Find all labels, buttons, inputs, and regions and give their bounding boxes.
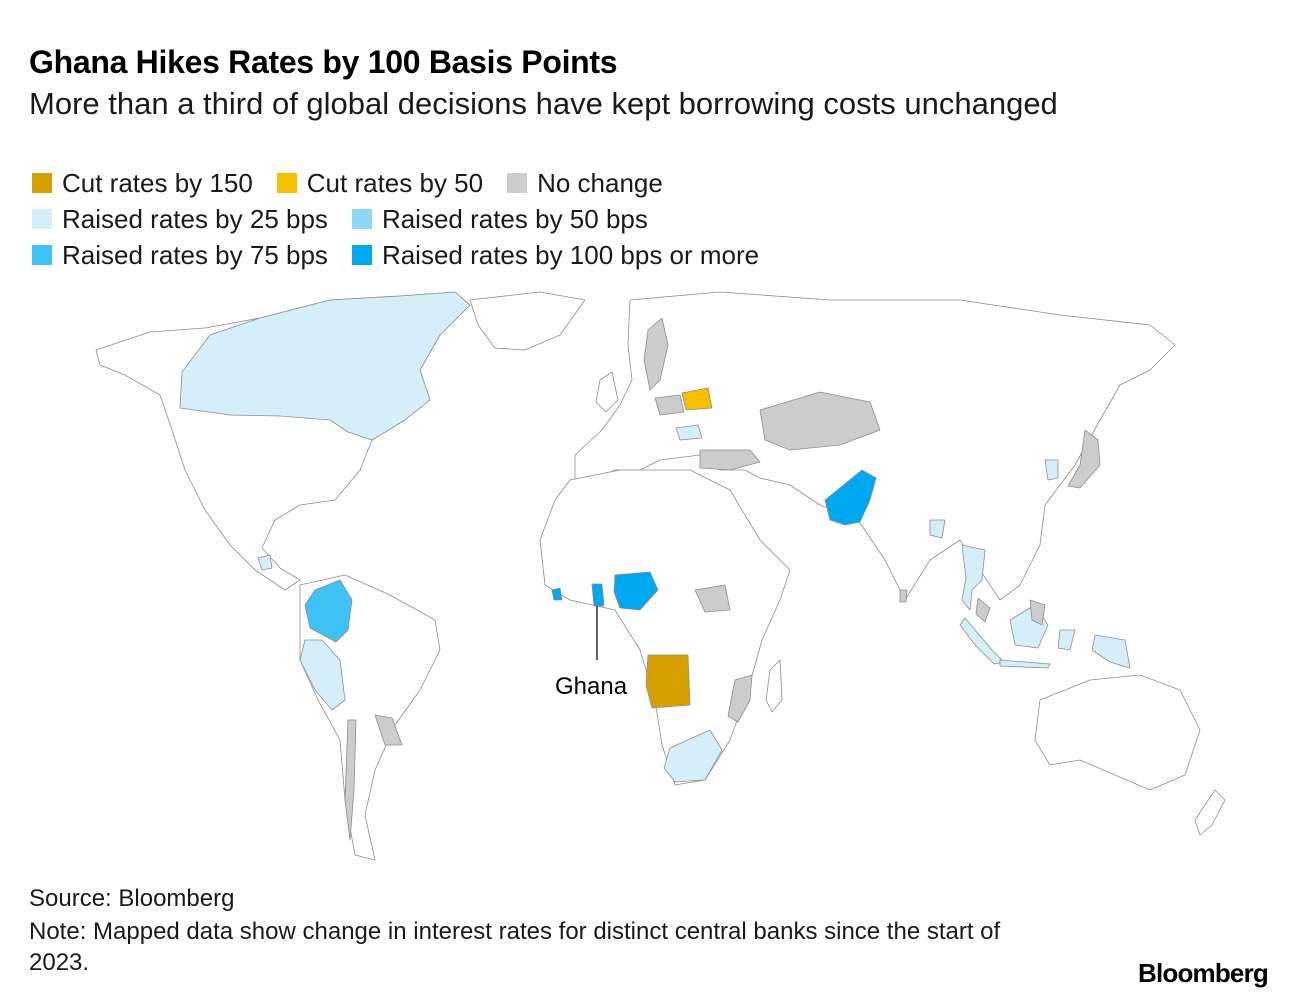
ghana: [591, 583, 605, 607]
indonesia-papua: [1091, 634, 1131, 669]
new-zealand-landmass: [1194, 789, 1226, 836]
indonesia-sumatra: [959, 617, 1005, 665]
canada: [179, 291, 471, 441]
sweden: [643, 317, 669, 391]
paraguay: [374, 714, 403, 746]
legend-swatch-cut-50: [276, 173, 297, 193]
south-korea: [1044, 459, 1059, 481]
south-america-landmass: [299, 574, 441, 861]
legend-swatch-raised-50: [351, 209, 372, 229]
peru: [299, 639, 346, 711]
south-africa: [663, 729, 723, 783]
ghana-label: Ghana: [555, 673, 628, 700]
legend-item-raised-100: Raised rates by 100 bps or more: [351, 239, 760, 271]
philippines: [1029, 599, 1046, 626]
legend-swatch-raised-25: [32, 209, 52, 229]
world-map: Ghana: [95, 291, 1226, 861]
bangladesh: [929, 519, 946, 539]
legend-row-2: Raised rates by 25 bps Raised rates by 5…: [32, 201, 783, 237]
africa-landmass: [539, 469, 791, 786]
angola: [645, 654, 691, 709]
legend-label-raised-25: Raised rates by 25 bps: [62, 203, 328, 234]
australia-landmass: [1034, 674, 1201, 791]
madagascar-landmass: [765, 659, 783, 713]
legend: Cut rates by 150 Cut rates by 50 No chan…: [32, 165, 783, 273]
legend-item-raised-75: Raised rates by 75 bps: [32, 240, 328, 271]
japan: [1067, 429, 1101, 489]
tanzania: [694, 584, 731, 613]
uk-landmass: [595, 371, 619, 413]
legend-swatch-cut-150: [32, 173, 52, 193]
legend-row-1: Cut rates by 150 Cut rates by 50 No chan…: [32, 165, 783, 201]
legend-item-raised-25: Raised rates by 25 bps: [32, 204, 328, 235]
nigeria: [613, 571, 659, 611]
chart-subtitle: More than a third of global decisions ha…: [29, 86, 1058, 121]
guatemala: [257, 554, 273, 571]
chart-title: Ghana Hikes Rates by 100 Basis Points: [29, 44, 618, 80]
legend-item-no-change: No change: [507, 168, 663, 199]
legend-item-cut-50: Cut rates by 50: [276, 167, 484, 199]
legend-swatch-raised-100: [351, 245, 372, 265]
mozambique: [727, 674, 753, 723]
legend-label-cut-50: Cut rates by 50: [306, 167, 484, 198]
legend-row-3: Raised rates by 75 bps Raised rates by 1…: [32, 237, 783, 273]
legend-item-raised-50: Raised rates by 50 bps: [351, 203, 648, 235]
greenland-landmass: [469, 291, 586, 351]
turkey: [699, 449, 761, 471]
legend-label-cut-150: Cut rates by 150: [62, 167, 253, 198]
poland: [654, 394, 685, 416]
sri-lanka: [899, 589, 908, 603]
legend-label-raised-75: Raised rates by 75 bps: [62, 239, 328, 270]
legend-label-raised-100: Raised rates by 100 bps or more: [381, 239, 760, 270]
legend-label-no-change: No change: [537, 167, 663, 198]
pakistan: [824, 469, 877, 526]
footnote: Note: Mapped data show change in interes…: [29, 918, 1001, 976]
legend-swatch-no-change: [507, 173, 528, 193]
argentina: [344, 719, 357, 841]
bloomberg-logo: Bloomberg: [1137, 958, 1269, 988]
belarus: [681, 387, 713, 411]
source-note: Source: Bloomberg: [29, 885, 235, 912]
kazakhstan: [759, 391, 881, 451]
colombia: [304, 579, 353, 643]
legend-label-raised-50: Raised rates by 50 bps: [381, 203, 648, 234]
thailand: [961, 544, 986, 611]
hungary: [675, 424, 703, 441]
indonesia-java: [999, 659, 1051, 669]
malaysia: [975, 597, 991, 623]
liberia: [551, 587, 563, 601]
legend-item-cut-150: Cut rates by 150: [32, 168, 253, 199]
legend-swatch-raised-75: [32, 245, 52, 265]
indonesia-sulawesi: [1057, 629, 1076, 651]
